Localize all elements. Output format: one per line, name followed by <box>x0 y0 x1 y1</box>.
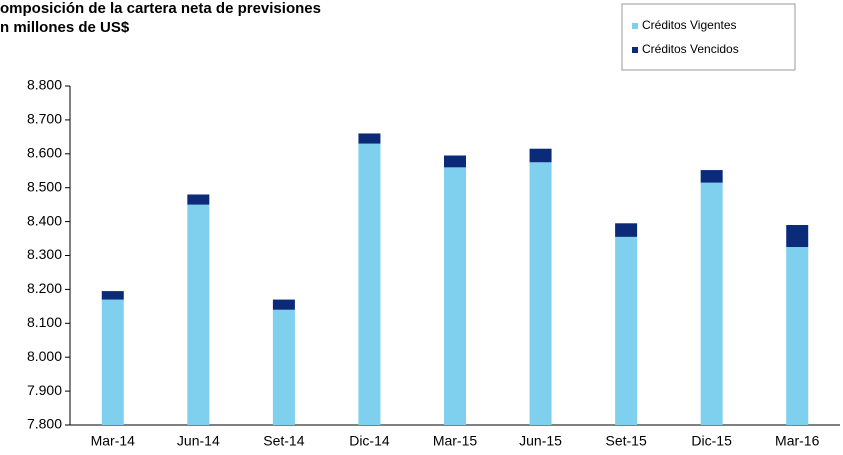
chart-title: omposición de la cartera neta de previsi… <box>0 0 321 17</box>
bar-segment <box>358 133 381 144</box>
x-tick-label: Dic-15 <box>691 433 732 449</box>
x-tick-label: Set-15 <box>605 433 646 449</box>
x-tick-label: Mar-14 <box>91 433 136 449</box>
bar-segment <box>700 182 723 425</box>
bar-segment <box>615 223 638 237</box>
bar-segment <box>358 143 381 425</box>
y-tick-label: 8.300 <box>27 246 62 262</box>
legend-label: Créditos Vigentes <box>642 18 737 32</box>
bar-segment <box>786 224 809 248</box>
bar-segment <box>529 162 552 425</box>
x-tick-label: Dic-14 <box>349 433 390 449</box>
bar-segment <box>187 204 210 425</box>
bar-segment <box>272 309 295 425</box>
y-tick-label: 8.800 <box>27 77 62 93</box>
bar-segment <box>101 299 124 425</box>
bar-segment <box>444 167 466 426</box>
x-tick-label: Jun-14 <box>177 433 220 449</box>
legend-swatch <box>632 47 638 53</box>
legend-label: Créditos Vencidos <box>642 42 739 56</box>
bar-segment <box>529 148 552 163</box>
y-tick-label: 7.900 <box>27 382 62 398</box>
x-tick-label: Set-14 <box>263 433 304 449</box>
bar-segment <box>272 299 295 310</box>
bar-segment <box>615 236 638 425</box>
legend-swatch <box>632 23 638 29</box>
y-tick-label: 8.600 <box>27 145 62 161</box>
bar-segment <box>786 247 809 425</box>
y-tick-label: 8.400 <box>27 212 62 228</box>
y-tick-label: 7.800 <box>27 416 62 432</box>
bar-segment <box>700 170 723 183</box>
y-tick-label: 8.500 <box>27 178 62 194</box>
bar-segment <box>101 291 124 300</box>
bar-segment <box>187 194 210 205</box>
x-tick-label: Mar-15 <box>433 433 478 449</box>
y-tick-label: 8.700 <box>27 111 62 127</box>
y-tick-label: 8.000 <box>27 348 62 364</box>
legend-box <box>621 3 796 71</box>
y-tick-label: 8.100 <box>27 314 62 330</box>
x-tick-label: Mar-16 <box>775 433 820 449</box>
x-tick-label: Jun-15 <box>519 433 562 449</box>
y-tick-label: 8.200 <box>27 280 62 296</box>
chart-title: n millones de US$ <box>0 19 130 36</box>
bar-segment <box>444 155 466 168</box>
